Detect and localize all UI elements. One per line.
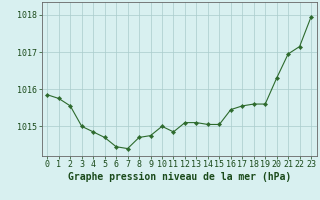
X-axis label: Graphe pression niveau de la mer (hPa): Graphe pression niveau de la mer (hPa) (68, 172, 291, 182)
